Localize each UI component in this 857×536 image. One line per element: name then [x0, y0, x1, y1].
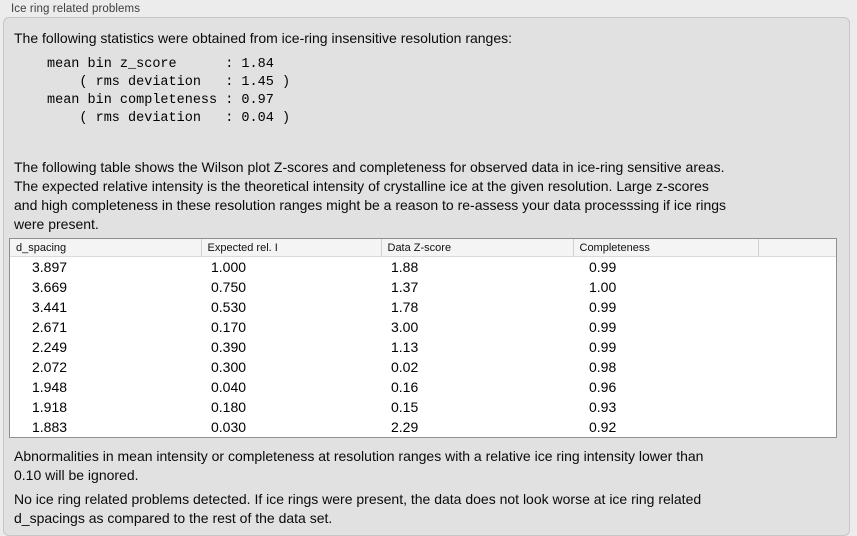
table-row[interactable]: 1.918 0.180 0.15 0.93	[10, 397, 836, 417]
cell-d-spacing: 1.948	[32, 379, 68, 395]
column-header-spacer	[757, 239, 836, 257]
stats-values-text: mean bin z_score : 1.84 ( rms deviation …	[47, 57, 291, 126]
column-header-data-z-score[interactable]: Data Z-score	[380, 239, 573, 257]
ice-ring-table-body: 3.897 1.000 1.88 0.99 3.669 0.750 1.37 1…	[10, 257, 836, 438]
cell-expected-rel-i: 0.300	[211, 359, 247, 375]
column-header-expected-rel-i[interactable]: Expected rel. I	[200, 239, 381, 257]
conclusion-text: No ice ring related problems detected. I…	[14, 491, 702, 526]
cell-data-z-score: 0.15	[391, 399, 419, 415]
table-row[interactable]: 3.897 1.000 1.88 0.99	[10, 257, 836, 278]
cell-d-spacing: 3.897	[32, 259, 68, 275]
table-row[interactable]: 3.669 0.750 1.37 1.00	[10, 277, 836, 297]
cell-d-spacing: 1.918	[32, 399, 68, 415]
cell-spacer	[758, 377, 836, 397]
cell-expected-rel-i: 0.180	[211, 399, 247, 415]
column-header-d-spacing[interactable]: d_spacing	[10, 239, 201, 257]
cell-expected-rel-i: 0.170	[211, 319, 247, 335]
cell-expected-rel-i: 0.390	[211, 339, 247, 355]
cell-completeness: 0.92	[589, 419, 617, 435]
ice-ring-group-box: The following statistics were obtained f…	[3, 17, 850, 536]
cell-expected-rel-i: 0.040	[211, 379, 247, 395]
cell-completeness: 1.00	[589, 279, 617, 295]
cell-spacer	[758, 357, 836, 377]
cell-completeness: 0.98	[589, 359, 617, 375]
cell-expected-rel-i: 0.750	[211, 279, 247, 295]
cell-spacer	[758, 397, 836, 417]
cell-spacer	[758, 317, 836, 337]
cell-data-z-score: 1.78	[391, 299, 419, 315]
cell-expected-rel-i: 0.530	[211, 299, 247, 315]
cell-d-spacing: 2.072	[32, 359, 68, 375]
cell-data-z-score: 1.13	[391, 339, 419, 355]
cell-data-z-score: 2.29	[391, 419, 419, 435]
cell-completeness: 0.99	[589, 299, 617, 315]
table-header-row: d_spacing Expected rel. I Data Z-score C…	[10, 239, 836, 257]
table-row[interactable]: 2.072 0.300 0.02 0.98	[10, 357, 836, 377]
cell-data-z-score: 1.88	[391, 259, 419, 275]
panel-title: Ice ring related problems	[11, 3, 141, 15]
table-row[interactable]: 3.441 0.530 1.78 0.99	[10, 297, 836, 317]
cell-d-spacing: 2.249	[32, 339, 68, 355]
cell-spacer	[758, 337, 836, 357]
cell-spacer	[758, 277, 836, 297]
table-row[interactable]: 2.671 0.170 3.00 0.99	[10, 317, 836, 337]
cell-d-spacing: 1.883	[32, 419, 68, 435]
cell-spacer	[758, 257, 836, 278]
cell-completeness: 0.96	[589, 379, 617, 395]
cell-spacer	[758, 297, 836, 317]
stats-intro-text: The following statistics were obtained f…	[14, 30, 513, 46]
cell-d-spacing: 2.671	[32, 319, 68, 335]
cell-d-spacing: 3.669	[32, 279, 68, 295]
cell-data-z-score: 1.37	[391, 279, 419, 295]
cell-d-spacing: 3.441	[32, 299, 68, 315]
cell-expected-rel-i: 1.000	[211, 259, 247, 275]
ignore-threshold-text: Abnormalities in mean intensity or compl…	[14, 448, 704, 483]
cell-completeness: 0.99	[589, 339, 617, 355]
cell-completeness: 0.99	[589, 319, 617, 335]
ice-ring-table: d_spacing Expected rel. I Data Z-score C…	[9, 238, 837, 438]
cell-data-z-score: 3.00	[391, 319, 419, 335]
cell-completeness: 0.99	[589, 259, 617, 275]
cell-spacer	[758, 417, 836, 437]
table-row[interactable]: 1.883 0.030 2.29 0.92	[10, 417, 836, 437]
table-row[interactable]: 2.249 0.390 1.13 0.99	[10, 337, 836, 357]
cell-expected-rel-i: 0.030	[211, 419, 247, 435]
table-row[interactable]: 1.948 0.040 0.16 0.96	[10, 377, 836, 397]
cell-data-z-score: 0.02	[391, 359, 419, 375]
column-header-completeness[interactable]: Completeness	[572, 239, 758, 257]
table-description-text: The following table shows the Wilson plo…	[14, 159, 727, 232]
cell-completeness: 0.93	[589, 399, 617, 415]
cell-data-z-score: 0.16	[391, 379, 419, 395]
